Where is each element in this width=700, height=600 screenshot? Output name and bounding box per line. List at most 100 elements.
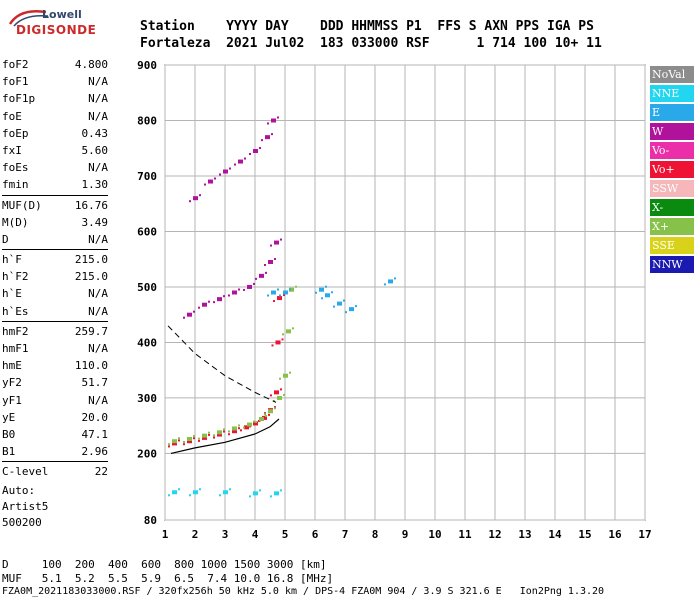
x-tick-label: 16 (608, 528, 622, 541)
footer-muf-row: MUF 5.1 5.2 5.5 5.9 6.5 7.4 10.0 16.8 [M… (2, 572, 334, 585)
param-row: B1 2.96 (2, 443, 108, 460)
param-name: yF2 (2, 376, 22, 390)
trace-point (247, 284, 252, 289)
trace-point (274, 406, 276, 409)
trace-point (229, 488, 231, 491)
trace-point (228, 430, 230, 433)
trace-point (274, 491, 279, 496)
trace-point (283, 373, 288, 378)
trace-point (319, 287, 324, 292)
trace-point (289, 371, 291, 374)
param-name: D (2, 232, 9, 246)
trace-point (213, 434, 215, 437)
trace-point (183, 316, 185, 319)
electron-density-profile (170, 418, 280, 454)
file-info-line: FZA0M_2021183033000.RSF / 320fx256h 50 k… (2, 586, 605, 597)
trace-point (183, 443, 185, 446)
trace-point (281, 338, 284, 341)
param-row: h`F2 215.0 (2, 268, 108, 285)
param-row: hmF1 N/A (2, 340, 108, 357)
legend-item-x-: X+ (650, 218, 694, 235)
trace-point (277, 116, 279, 119)
trace-point (274, 407, 276, 410)
x-tick-label: 5 (282, 528, 289, 541)
param-value: N/A (88, 304, 108, 318)
trace-point (198, 439, 200, 442)
trace-point (204, 183, 206, 186)
x-tick-label: 8 (372, 528, 379, 541)
y-tick-label: 200 (137, 447, 157, 460)
legend-item-w: W (650, 123, 694, 140)
param-row: C-level 22 (2, 463, 108, 480)
trace-point (193, 196, 198, 201)
trace-point (213, 436, 215, 439)
param-value: N/A (88, 232, 108, 246)
trace-point (283, 290, 288, 295)
trace-point (264, 413, 266, 416)
trace-point (238, 427, 240, 430)
param-value: 51.7 (81, 376, 109, 390)
trace-point (267, 122, 269, 125)
trace-point (208, 433, 210, 436)
trace-point (232, 290, 237, 295)
y-tick-label: 900 (137, 59, 157, 72)
param-value: 1.30 (81, 178, 109, 192)
param-name: foEs (2, 161, 29, 175)
param-name: foF1p (2, 92, 36, 106)
trace-point (202, 433, 207, 438)
trace-point (172, 439, 177, 444)
x-tick-label: 14 (548, 528, 562, 541)
trace-point (208, 431, 210, 434)
trace-point (268, 413, 270, 416)
trace-point (289, 287, 294, 292)
trace-point (271, 290, 276, 295)
param-row: foEp 0.43 (2, 125, 108, 142)
trace-point (273, 300, 275, 303)
x-tick-label: 17 (638, 528, 651, 541)
param-name: yF1 (2, 393, 22, 407)
trace-point (331, 291, 333, 294)
logo-swoosh-icon (8, 10, 49, 27)
x-tick-label: 10 (428, 528, 441, 541)
trace-point (217, 432, 222, 437)
trace-point (315, 291, 317, 294)
trace-point (193, 310, 195, 313)
header-line-2: Fortaleza 2021 Jul02 183 033000 RSF 1 71… (140, 36, 602, 51)
trace-point (295, 285, 297, 288)
param-row: MUF(D) 16.76 (2, 197, 108, 214)
trace-point (282, 333, 284, 336)
param-name: h`F2 (2, 270, 29, 284)
trace-point (183, 440, 185, 443)
param-value: 2.96 (81, 445, 109, 459)
trace-point (198, 306, 200, 309)
trace-point (384, 283, 386, 286)
param-name: h`F (2, 253, 22, 267)
y-tick-label: 300 (137, 392, 157, 405)
param-name: M(D) (2, 215, 29, 229)
param-row: h`F 215.0 (2, 251, 108, 268)
trace-point (223, 428, 225, 431)
trace-point (187, 436, 192, 441)
x-tick-label: 12 (488, 528, 501, 541)
trace-point (178, 439, 180, 442)
trace-point (193, 434, 195, 437)
trace-point (168, 445, 170, 448)
trace-point (247, 422, 252, 427)
trace-point (394, 277, 396, 280)
trace-point (343, 299, 345, 302)
trace-point (223, 490, 228, 495)
legend-item-noval: NoVal (650, 66, 694, 83)
trace-point (265, 271, 267, 274)
trace-point (265, 135, 270, 140)
trace-point (265, 415, 267, 418)
param-row: M(D) 3.49 (2, 214, 108, 231)
param-name: B0 (2, 427, 16, 441)
trace-point (283, 294, 285, 297)
param-value: 259.7 (74, 324, 108, 338)
trace-point (275, 340, 281, 345)
trace-point (178, 488, 180, 491)
x-tick-label: 15 (578, 528, 591, 541)
param-separator (2, 320, 108, 322)
trace-point (189, 200, 191, 203)
